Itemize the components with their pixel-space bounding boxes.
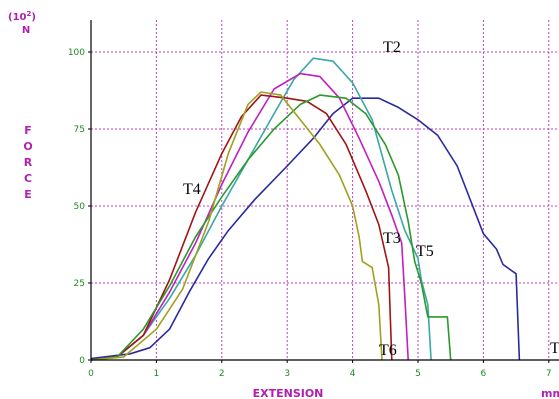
series-line-6 bbox=[90, 91, 383, 361]
y-unit-label: (102) bbox=[8, 10, 36, 23]
x-tick-label: 4 bbox=[350, 369, 356, 379]
annotation-t6: T6 bbox=[379, 342, 397, 359]
x-tick-label: 7 bbox=[546, 369, 552, 379]
x-tick-labels: 0 1 2 3 4 5 6 7 bbox=[88, 360, 552, 379]
ylabel-letter: C bbox=[24, 172, 32, 185]
grid-lines bbox=[91, 20, 559, 360]
annotations: T2 T4 T3 T5 T6 T bbox=[183, 39, 559, 359]
y-axis-label: F O R C E bbox=[23, 124, 32, 201]
y-tick-label: 100 bbox=[68, 48, 85, 58]
annotation-t5: T5 bbox=[416, 243, 434, 260]
y-tick-label: 25 bbox=[74, 279, 85, 289]
series-group bbox=[90, 57, 521, 361]
x-tick-label: 5 bbox=[415, 369, 421, 379]
x-unit-label: mm bbox=[541, 387, 559, 399]
ylabel-letter: F bbox=[24, 124, 32, 137]
ylabel-letter: R bbox=[24, 156, 33, 169]
x-tick-label: 3 bbox=[284, 369, 290, 379]
y-tick-labels: 0 25 50 75 100 bbox=[68, 48, 91, 366]
annotation-t2: T2 bbox=[383, 39, 401, 56]
y-unit-line2: N bbox=[22, 25, 30, 36]
annotation-t4: T4 bbox=[183, 181, 201, 198]
ylabel-letter: O bbox=[23, 140, 32, 153]
series-line-3 bbox=[90, 72, 409, 361]
x-tick-label: 6 bbox=[481, 369, 487, 379]
ylabel-letter: E bbox=[24, 188, 32, 201]
annotation-t3: T3 bbox=[383, 230, 401, 247]
y-tick-label: 75 bbox=[74, 125, 85, 135]
x-tick-label: 1 bbox=[154, 369, 160, 379]
y-tick-label: 0 bbox=[79, 356, 85, 366]
annotation-t1-partial: T bbox=[550, 340, 559, 357]
x-axis-label: EXTENSION bbox=[253, 387, 324, 399]
axes bbox=[90, 20, 559, 361]
y-tick-label: 50 bbox=[74, 202, 86, 212]
series-line-5 bbox=[90, 94, 452, 361]
series-line-4 bbox=[90, 94, 393, 361]
series-line-2 bbox=[90, 57, 432, 361]
x-tick-label: 2 bbox=[219, 369, 225, 379]
x-tick-label: 0 bbox=[88, 369, 94, 379]
series-line-1 bbox=[90, 97, 521, 361]
